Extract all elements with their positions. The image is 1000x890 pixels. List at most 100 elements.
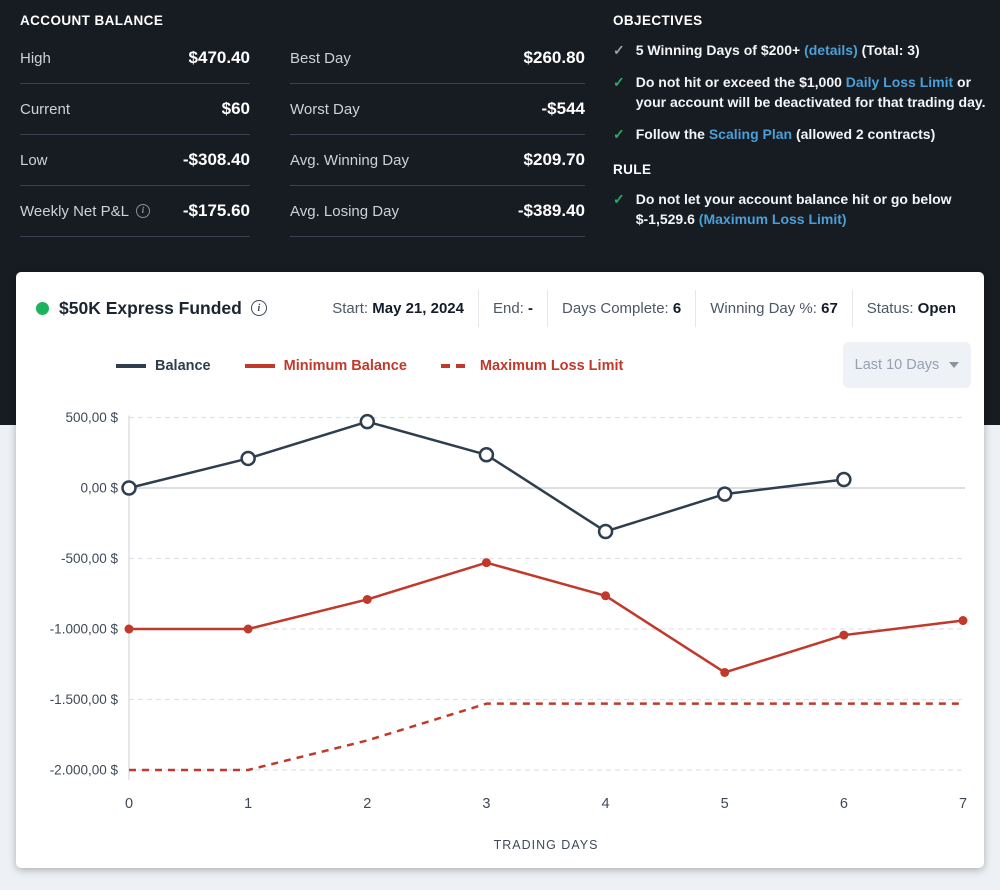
details-link[interactable]: (details) [804,42,858,58]
legend-swatch [244,364,275,368]
meta-value: Open [917,299,956,317]
objective-scaling-plan: ✓ Follow the Scaling Plan (allowed 2 con… [613,124,991,144]
meta-start: Start: May 21, 2024 [318,290,478,327]
legend-item-minimum-balance[interactable]: Minimum Balance [244,358,407,374]
panel-header: $50K Express Funded i Start: May 21, 202… [16,272,984,344]
y-tick-label: -2.000,00 $ [50,763,119,778]
y-tick-label: -500,00 $ [61,551,119,566]
account-balance-right-column: Best Day $260.80 Worst Day -$544 Avg. Wi… [290,33,585,237]
x-tick-label: 4 [602,796,610,812]
stat-label: Best Day [290,49,351,67]
stat-row-high: High $470.40 [20,33,250,84]
meta-status: Status: Open [851,289,970,327]
objective-text-part: Follow the [635,126,709,142]
daily-loss-limit-link[interactable]: Daily Loss Limit [845,74,954,90]
chevron-down-icon [949,362,960,368]
minimum-balance-marker[interactable] [720,667,730,677]
balance-marker[interactable] [359,413,376,430]
stat-label: Current [20,100,71,118]
stat-label: High [20,49,51,67]
stat-row-best-day: Best Day $260.80 [290,33,585,84]
check-icon: ✓ [613,42,625,58]
objective-text-part: 5 Winning Days of $200+ [635,42,805,58]
date-range-dropdown[interactable]: Last 10 Days [843,342,971,388]
stat-value: $260.80 [523,48,585,67]
minimum-balance-marker[interactable] [362,594,372,604]
minimum-balance-marker[interactable] [839,630,849,640]
x-tick-label: 2 [363,796,371,812]
scaling-plan-link[interactable]: Scaling Plan [708,126,793,142]
minimum-balance-marker[interactable] [481,558,491,568]
minimum-balance-marker[interactable] [958,616,968,626]
x-axis-title: TRADING DAYS [494,838,599,852]
x-tick-label: 5 [721,796,729,812]
account-balance-title: ACCOUNT BALANCE [20,13,164,28]
chart-legend: Balance Minimum Balance Maximum Loss Lim… [116,358,623,374]
meta-value: 6 [672,299,682,317]
stat-row-current: Current $60 [20,84,250,135]
x-tick-label: 7 [959,796,967,812]
stat-row-low: Low -$308.40 [20,135,250,186]
info-icon[interactable]: i [250,300,267,316]
stat-value: $60 [221,99,250,118]
minimum-balance-marker[interactable] [243,624,253,634]
legend-label: Minimum Balance [283,358,407,374]
legend-item-balance[interactable]: Balance [116,358,211,374]
stat-row-avg-winning-day: Avg. Winning Day $209.70 [290,135,585,186]
rule-max-loss: ✓ Do not let your account balance hit or… [613,189,991,229]
stat-value: -$308.40 [182,150,250,169]
stat-value: -$389.40 [517,201,585,220]
account-balance-left-column: High $470.40 Current $60 Low -$308.40 We… [20,33,250,237]
stat-label: Weekly Net P&L i [20,203,150,220]
balance-marker[interactable] [597,523,614,540]
legend-swatch [116,364,146,368]
check-icon: ✓ [613,126,625,142]
maximum-loss-limit-line [129,702,963,772]
objective-text: Follow the Scaling Plan (allowed 2 contr… [636,124,936,144]
rule-text-part: Do not let your account balance hit or g… [635,191,952,227]
meta-end: End: - [477,289,547,327]
objectives-title: OBJECTIVES [613,13,703,28]
balance-marker[interactable] [836,471,852,488]
account-title: $50K Express Funded [59,297,242,318]
balance-marker[interactable] [121,480,137,496]
meta-value: 67 [821,299,838,317]
stat-row-avg-losing-day: Avg. Losing Day -$389.40 [290,186,585,237]
info-icon[interactable]: i [135,204,150,218]
y-tick-label: 500,00 $ [65,410,118,425]
stat-value: $470.40 [188,48,250,67]
rule-title: RULE [613,162,652,177]
date-range-value: Last 10 Days [854,357,940,373]
stat-value: $209.70 [523,150,585,169]
balance-marker[interactable] [240,450,256,467]
balance-line-chart[interactable]: 500,00 $ 0,00 $ -500,00 $ -1.000,00 $ -1.500… [16,272,984,868]
balance-line [127,420,846,533]
objective-text: Do not hit or exceed the $1,000 Daily Lo… [636,72,991,112]
maximum-loss-limit-link[interactable]: (Maximum Loss Limit) [698,211,847,227]
stat-label: Worst Day [290,100,360,118]
check-icon: ✓ [613,74,625,90]
balance-marker[interactable] [716,486,733,502]
stat-label: Avg. Losing Day [290,202,399,220]
legend-label: Balance [155,358,211,374]
minimum-balance-marker[interactable] [124,624,134,634]
meta-winning-day-pct: Winning Day %: 67 [695,289,852,327]
meta-label: End: [492,299,529,317]
legend-item-maximum-loss-limit[interactable]: Maximum Loss Limit [440,358,623,374]
meta-label: Status: [866,299,918,317]
minimum-balance-marker[interactable] [601,591,611,601]
x-tick-label: 3 [482,796,490,812]
x-tick-label: 1 [244,796,252,812]
objective-text-part: (allowed 2 contracts) [792,126,936,142]
minimum-balance-line [127,561,965,674]
legend-swatch [440,364,471,368]
objective-daily-loss-limit: ✓ Do not hit or exceed the $1,000 Daily … [613,72,991,112]
account-balance-section: ACCOUNT BALANCE High $470.40 Current $60… [20,13,585,237]
objective-text: 5 Winning Days of $200+ (details) (Total… [636,40,920,60]
objectives-section: OBJECTIVES ✓ 5 Winning Days of $200+ (de… [613,13,991,229]
meta-label: Days Complete: [562,299,673,317]
balance-marker[interactable] [478,447,495,463]
account-meta: Start: May 21, 2024 End: - Days Complete… [318,289,970,327]
account-chart-panel: $50K Express Funded i Start: May 21, 202… [16,272,984,868]
account-status-dot [36,301,49,315]
